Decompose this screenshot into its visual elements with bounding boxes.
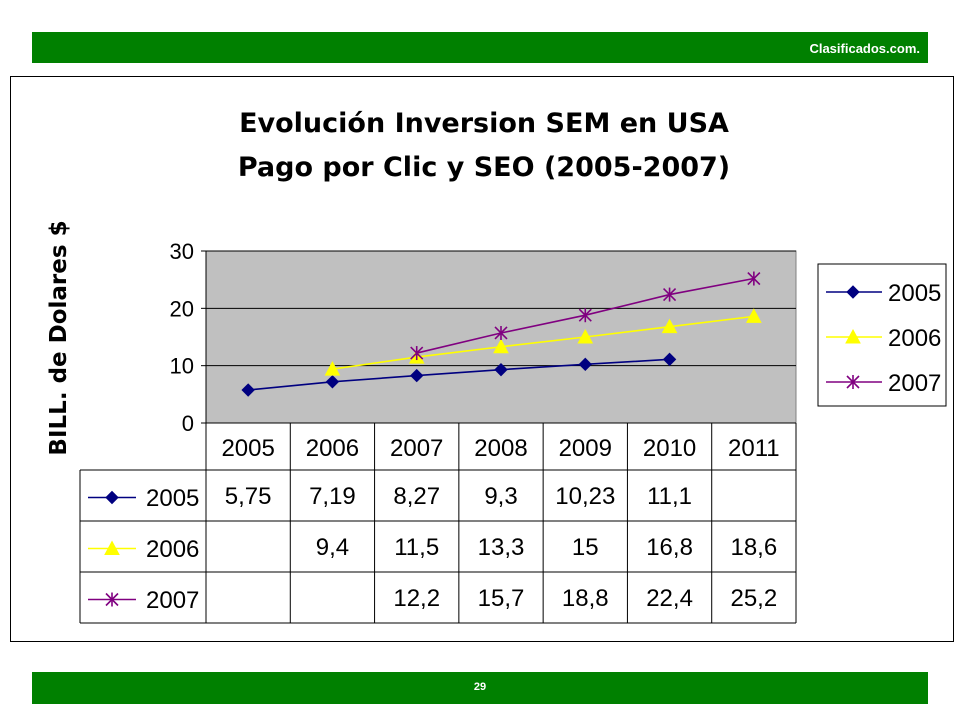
slide-frame <box>10 76 954 642</box>
table-row-header-2005: 2005 <box>146 485 199 512</box>
series-line-2006 <box>332 315 754 370</box>
table-key-marker-2005 <box>105 490 119 505</box>
table-col-header-2011: 2011 <box>728 435 780 462</box>
point-2007-2008 <box>494 325 508 340</box>
table-col-header-2010: 2010 <box>643 435 696 462</box>
table-cell-2005-2010: 11,1 <box>647 483 692 510</box>
chart-title: Evolución Inversion SEM en USA Pago por C… <box>238 108 730 183</box>
table-cell-2007-2008: 15,7 <box>478 585 525 612</box>
y-tick-label-30: 30 <box>170 239 194 264</box>
table-cell-2006-2010: 16,8 <box>646 534 693 561</box>
point-2007-2007 <box>410 346 424 361</box>
legend-marker-2006 <box>845 328 861 344</box>
brand-label: Clasificados.com. <box>809 41 920 56</box>
point-2006-2010 <box>661 318 678 334</box>
point-2005-2005 <box>241 383 255 397</box>
data-table: 2005 2006 2007 2008 2009 2010 2011 2005 5,75 7,19… <box>79 422 797 624</box>
point-2007-2011 <box>747 271 761 286</box>
y-tick-label-10: 10 <box>170 354 194 379</box>
point-2005-2008 <box>494 362 508 377</box>
y-tick-label-0: 0 <box>182 411 194 436</box>
table-cell-2005-2008: 9,3 <box>484 483 517 510</box>
legend-label-2005: 2005 <box>888 280 941 307</box>
point-2006-2009 <box>577 328 594 344</box>
point-2005-2010 <box>662 352 677 367</box>
point-2006-2008 <box>493 338 509 354</box>
table-key-marker-2006 <box>104 540 120 555</box>
table-cell-2005-2006: 7,19 <box>309 483 356 510</box>
table-cell-2007-2011: 25,2 <box>730 585 777 612</box>
table-col-header-2009: 2009 <box>559 435 612 462</box>
point-2005-2009 <box>578 357 592 372</box>
legend-label-2007: 2007 <box>888 370 941 397</box>
footer-bar: 29 <box>32 672 928 704</box>
table-key-marker-2007 <box>105 592 119 607</box>
table-cell-2006-2006: 9,4 <box>316 534 349 561</box>
chart-title-line-2: Pago por Clic y SEO (2005-2007) <box>238 152 730 183</box>
legend-marker-2007 <box>846 375 860 389</box>
table-col-header-2007: 2007 <box>390 435 443 462</box>
table-cell-2006-2011: 18,6 <box>730 534 777 561</box>
plot-area: 0 10 20 30 <box>170 239 797 436</box>
legend-label-2006: 2006 <box>888 325 941 352</box>
table-col-header-2006: 2006 <box>306 435 359 462</box>
table-col-header-2008: 2008 <box>474 435 527 462</box>
point-2007-2010 <box>663 287 677 302</box>
table-col-header-2005: 2005 <box>221 435 274 462</box>
table-row-header-2006: 2006 <box>146 536 199 563</box>
point-2006-2006 <box>324 361 341 376</box>
table-row-header-2007: 2007 <box>146 587 199 614</box>
y-axis-title-text: BILL. de Dolares $ <box>46 220 72 455</box>
point-2006-2011 <box>746 308 762 323</box>
table-cell-2007-2010: 22,4 <box>646 585 693 612</box>
chart-title-line-1: Evolución Inversion SEM en USA <box>239 108 729 139</box>
table-cell-2005-2005: 5,75 <box>225 483 272 510</box>
page-number: 29 <box>473 681 487 693</box>
point-2005-2007 <box>410 368 424 383</box>
table-cell-2005-2009: 10,23 <box>555 483 615 510</box>
table-cell-2007-2009: 18,8 <box>562 585 609 612</box>
table-cell-2006-2007: 11,5 <box>394 534 439 561</box>
point-2007-2009 <box>578 308 592 323</box>
header-bar: Clasificados.com. <box>32 32 928 63</box>
table-cell-2007-2007: 12,2 <box>393 585 440 612</box>
table-cell-2005-2007: 8,27 <box>393 483 440 510</box>
y-tick-label-20: 20 <box>170 296 194 321</box>
series-line-2005 <box>248 358 670 391</box>
legend-marker-2005 <box>846 285 860 299</box>
table-cell-2006-2009: 15 <box>572 534 599 561</box>
table-cell-2006-2008: 13,3 <box>478 534 525 561</box>
legend: 2005 2006 2007 <box>817 263 947 407</box>
point-2005-2006 <box>325 375 340 389</box>
y-axis-title: BILL. de Dolares $ <box>46 220 72 455</box>
